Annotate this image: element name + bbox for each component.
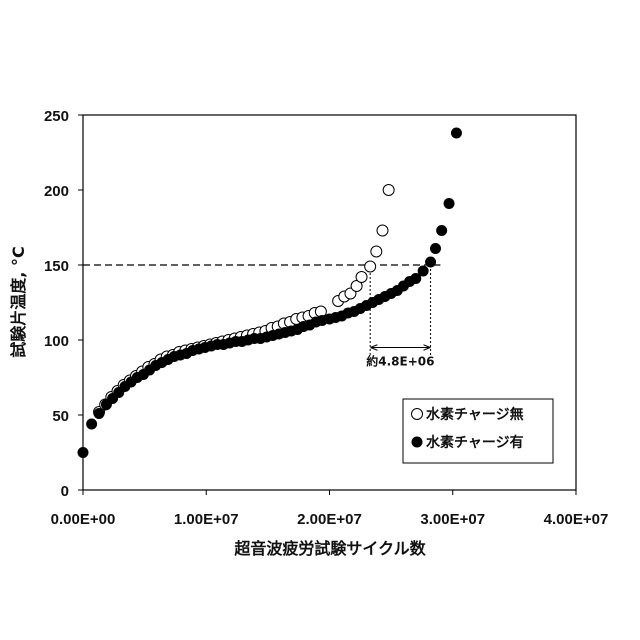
data-point-open: [383, 185, 394, 196]
interval-label: 約4.8E+06: [366, 354, 434, 369]
y-tick-label: 200: [44, 183, 69, 200]
data-point-filled: [78, 447, 89, 458]
x-axis-label: 超音波疲労試験サイクル数: [233, 539, 426, 558]
data-point-filled: [430, 243, 441, 254]
x-tick-label: 2.00E+07: [297, 511, 362, 528]
y-axis-label: 試験片温度, °C: [9, 246, 28, 357]
data-point-filled: [425, 257, 436, 268]
data-point-filled: [86, 419, 97, 430]
x-tick-label: 4.00E+07: [544, 511, 609, 528]
data-point-open: [365, 261, 376, 272]
legend-marker-filled-circle: [412, 437, 423, 448]
legend: 水素チャージ無 水素チャージ有: [403, 399, 553, 463]
data-point-filled: [451, 128, 462, 139]
y-tick-label: 150: [44, 258, 69, 275]
data-point-open: [371, 246, 382, 257]
data-point-filled: [418, 266, 429, 277]
y-tick-label: 0: [61, 483, 69, 500]
legend-marker-open-circle: [412, 409, 423, 420]
data-point-filled: [436, 225, 447, 236]
data-point-open: [377, 225, 388, 236]
x-tick-label: 3.00E+07: [420, 511, 485, 528]
x-tick-label: 1.00E+07: [174, 511, 239, 528]
data-point-filled: [94, 408, 105, 419]
y-tick-label: 50: [52, 408, 69, 425]
x-tick-label: 0.00E+00: [51, 511, 116, 528]
legend-label-no-hydrogen: 水素チャージ無: [426, 406, 524, 423]
y-tick-label: 100: [44, 333, 69, 350]
legend-label-hydrogen: 水素チャージ有: [426, 434, 524, 451]
data-point-filled: [444, 198, 455, 209]
y-tick-label: 250: [44, 108, 69, 125]
data-point-open: [356, 272, 367, 283]
